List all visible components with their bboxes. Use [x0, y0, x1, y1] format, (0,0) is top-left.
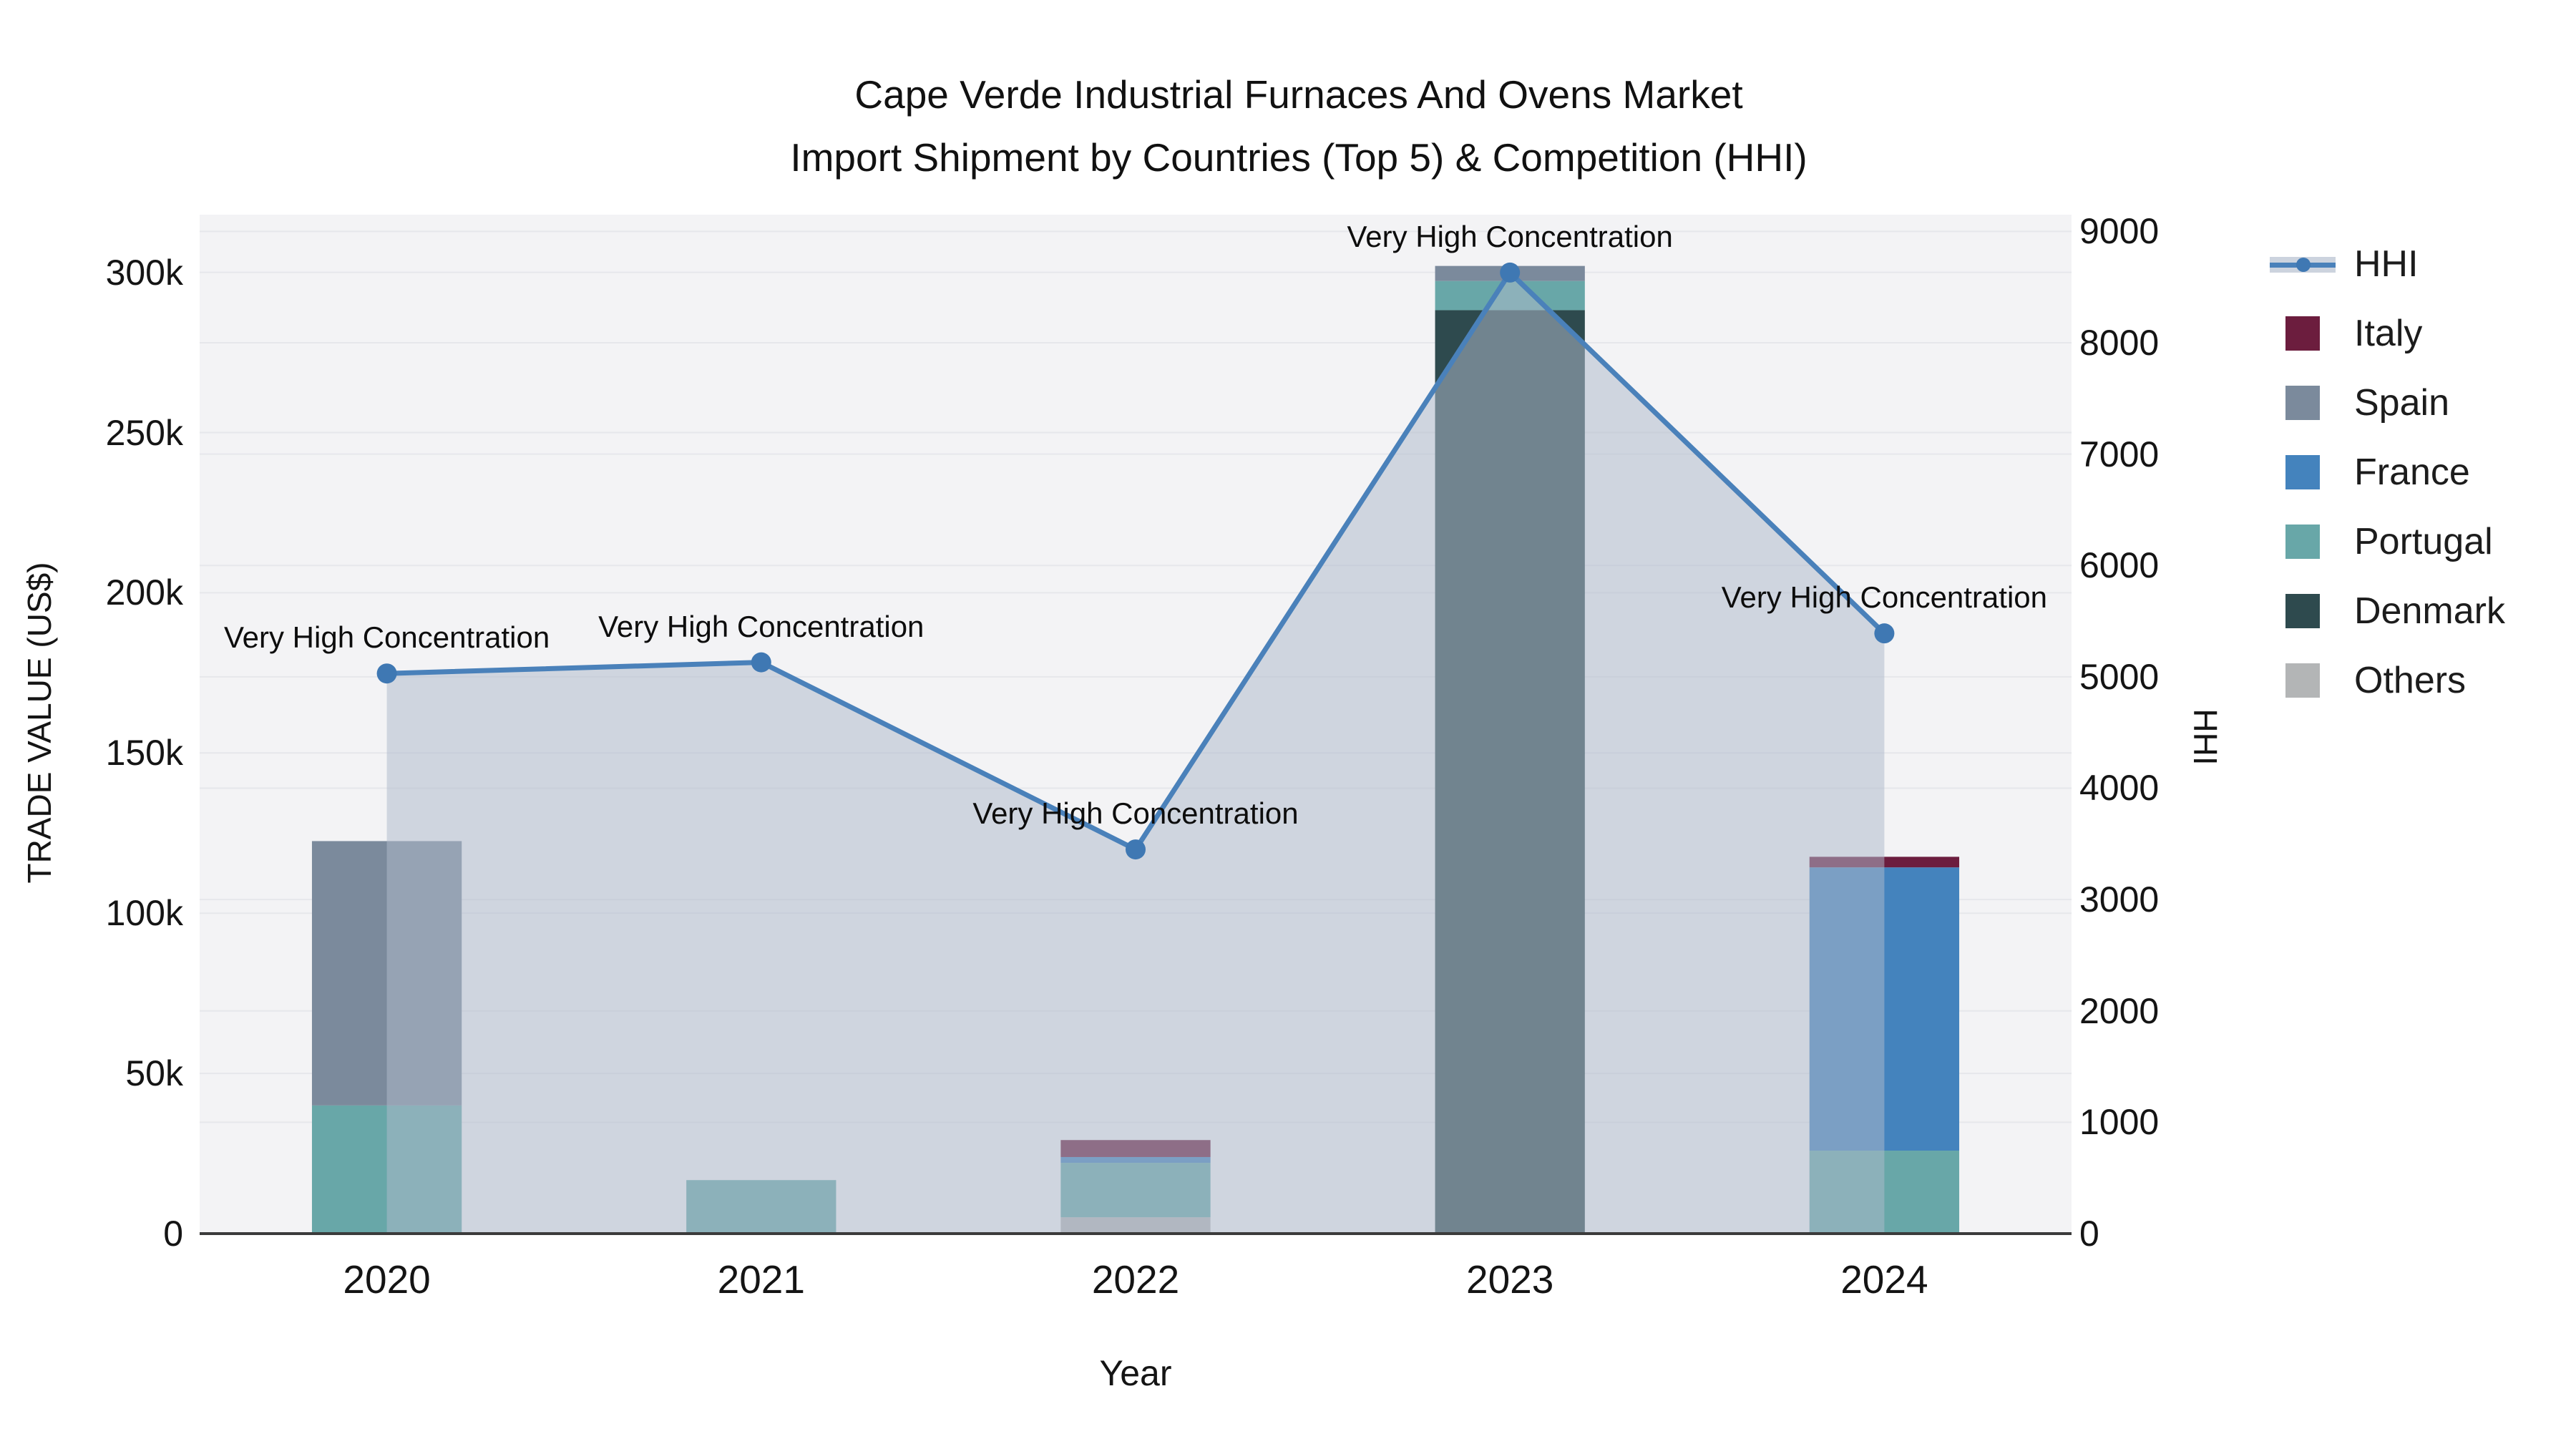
legend: HHI Italy Spain France Portugal Denmark Others [2270, 229, 2505, 715]
y-right-tick-8000: 8000 [2079, 322, 2160, 363]
y-right-tick-3000: 3000 [2079, 879, 2160, 920]
y-left-tick-300k: 300k [105, 252, 183, 293]
legend-label-portugal: Portugal [2354, 520, 2493, 562]
legend-swatch-icon [2270, 590, 2336, 633]
legend-swatch-italy [2285, 316, 2320, 351]
x-tick-2020: 2020 [343, 1257, 431, 1302]
x-tick-2021: 2021 [717, 1257, 805, 1302]
legend-item-denmark[interactable]: Denmark [2270, 576, 2505, 645]
y-right-axis-title: HHI [2187, 708, 2224, 766]
legend-label-spain: Spain [2354, 381, 2449, 424]
x-tick-2023: 2023 [1466, 1257, 1554, 1302]
legend-item-hhi[interactable]: HHI [2270, 229, 2505, 298]
chart-title-line1: Cape Verde Industrial Furnaces And Ovens… [854, 72, 1743, 117]
legend-swatch-others [2285, 663, 2320, 698]
x-axis-title: Year [1099, 1353, 1172, 1393]
legend-swatch-icon [2270, 659, 2336, 702]
y-left-tick-100k: 100k [105, 893, 183, 934]
y-left-tick-0: 0 [163, 1214, 183, 1254]
annotation-2020: Very High Concentration [223, 620, 550, 655]
legend-item-others[interactable]: Others [2270, 645, 2505, 715]
y-right-tick-4000: 4000 [2079, 768, 2160, 809]
y-left-tick-150k: 150k [105, 733, 183, 774]
legend-swatch-icon [2270, 520, 2336, 563]
y-right-tick-1000: 1000 [2079, 1102, 2160, 1143]
hhi-marker-2021[interactable] [751, 652, 771, 673]
legend-item-spain[interactable]: Spain [2270, 368, 2505, 437]
hhi-marker-2024[interactable] [1874, 623, 1895, 644]
annotation-2023: Very High Concentration [1347, 219, 1673, 253]
chart-title-line2: Import Shipment by Countries (Top 5) & C… [790, 135, 1807, 180]
legend-item-portugal[interactable]: Portugal [2270, 507, 2505, 576]
legend-swatch-spain [2285, 385, 2320, 420]
legend-label-hhi: HHI [2354, 243, 2419, 285]
annotation-2021: Very High Concentration [598, 609, 924, 643]
hhi-marker-2022[interactable] [1126, 839, 1146, 860]
y-right-tick-9000: 9000 [2079, 211, 2160, 252]
y-right-tick-6000: 6000 [2079, 545, 2160, 586]
hhi-marker-2020[interactable] [376, 663, 397, 684]
legend-label-france: France [2354, 451, 2470, 493]
y-right-tick-5000: 5000 [2079, 656, 2160, 697]
y-left-tick-250k: 250k [105, 412, 183, 453]
legend-label-italy: Italy [2354, 312, 2423, 354]
y-left-tick-200k: 200k [105, 572, 183, 613]
legend-item-france[interactable]: France [2270, 437, 2505, 507]
legend-dot [2296, 257, 2311, 272]
legend-swatch-portugal [2285, 524, 2320, 559]
annotation-2022: Very High Concentration [972, 796, 1299, 831]
chart-canvas [200, 230, 2072, 1235]
legend-swatch-icon [2270, 312, 2336, 355]
legend-swatch-icon [2270, 451, 2336, 494]
hhi-line-legend-icon [2270, 243, 2336, 286]
y-right-tick-0: 0 [2079, 1214, 2099, 1254]
y-right-tick-7000: 7000 [2079, 434, 2160, 474]
hhi-marker-2023[interactable] [1500, 262, 1521, 283]
legend-swatch-denmark [2285, 593, 2320, 628]
legend-item-italy[interactable]: Italy [2270, 298, 2505, 368]
hhi-area-fill [386, 272, 1885, 1234]
y-right-tick-2000: 2000 [2079, 990, 2160, 1031]
x-tick-2024: 2024 [1840, 1257, 1928, 1302]
x-tick-2022: 2022 [1091, 1257, 1180, 1302]
y-left-tick-50k: 50k [125, 1053, 183, 1094]
legend-label-denmark: Denmark [2354, 590, 2505, 632]
annotation-2024: Very High Concentration [1721, 580, 2048, 615]
legend-swatch-icon [2270, 381, 2336, 424]
plot-area [200, 215, 2072, 1235]
legend-label-others: Others [2354, 659, 2467, 701]
legend-swatch-france [2285, 454, 2320, 489]
